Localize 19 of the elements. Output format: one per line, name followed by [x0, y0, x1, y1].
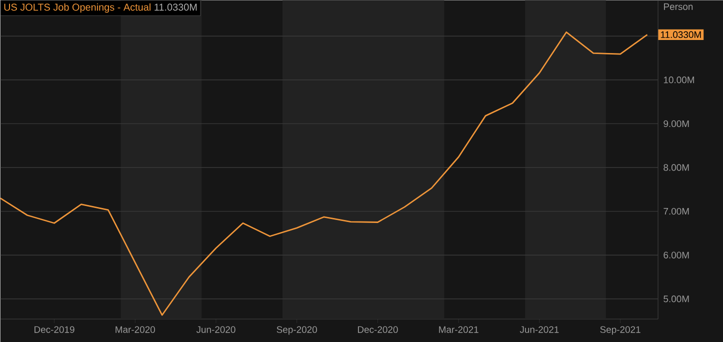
x-tick-label: Jun-2020: [196, 326, 236, 333]
y-tick-label: 10.00M: [664, 76, 694, 84]
x-tick-label: Sep-2021: [600, 326, 640, 335]
x-tick-label: Jun-2021: [520, 326, 559, 333]
annotation: 11.0330M: [154, 4, 197, 11]
y-tick-label: 9.00M: [664, 120, 689, 128]
line-series: [0, 31, 648, 316]
y-axis-title: Person: [664, 3, 693, 10]
y-tick-label: 5.00M: [664, 296, 689, 302]
x-tick-label: Mar-2020: [116, 326, 155, 333]
text: US JOLTS Job Openings - Actual: [4, 3, 150, 13]
y-tick-label: 8.00M: [664, 164, 689, 171]
x-tick-label: Mar-2021: [439, 326, 478, 333]
y-tick-label: 7.00M: [664, 208, 689, 215]
x-tick-label: Sep-2020: [276, 326, 317, 335]
x-tick-label: Dec-2020: [358, 326, 398, 333]
y-tick-label: 6.00M: [664, 252, 689, 258]
data-label: 11.0330M: [660, 31, 701, 38]
x-tick-label: Dec-2019: [34, 326, 74, 333]
